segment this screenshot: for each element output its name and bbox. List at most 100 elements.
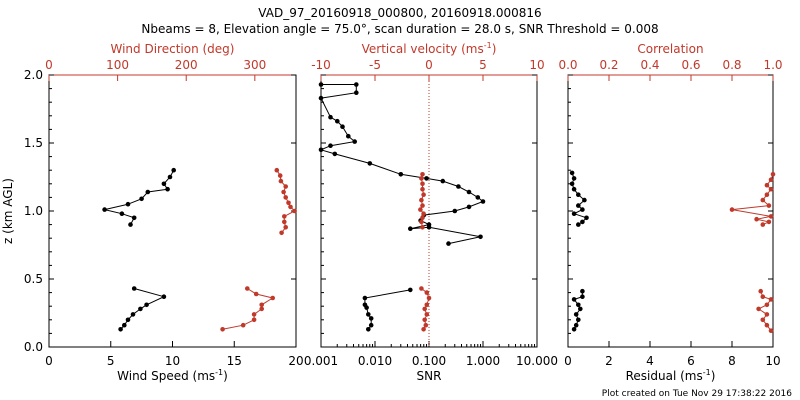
x-tick-label-top: 200 [175, 58, 198, 72]
data-point-snr [318, 95, 324, 101]
data-point-wind-speed [130, 312, 136, 317]
data-point-residual [571, 297, 577, 302]
x-tick-label-top: 0.4 [640, 58, 659, 72]
data-point-wind-speed [171, 167, 176, 173]
data-point-wind-direction [278, 178, 284, 184]
data-point-snr [440, 178, 446, 184]
data-point-correlation [729, 207, 735, 212]
data-point-snr [478, 234, 483, 240]
data-point-snr [328, 114, 333, 120]
series-line-wind-speed [104, 169, 175, 225]
x-tick-label-bottom: 10 [765, 354, 780, 368]
data-point-wind-direction [259, 306, 265, 312]
y-axis-label: z (km AGL) [1, 178, 15, 244]
y-tick-label: 1.0 [24, 204, 43, 218]
x-tick-label-bottom: 4 [646, 354, 654, 368]
x-axis-label-top: Wind Direction (deg) [111, 42, 235, 56]
data-point-snr [340, 124, 345, 129]
x-tick-label-bottom: 0 [45, 354, 53, 368]
data-point-snr [354, 82, 359, 87]
data-point-residual [580, 207, 585, 212]
data-point-correlation [764, 322, 770, 328]
data-point-residual [571, 327, 577, 332]
data-point-snr [446, 241, 451, 246]
x-tick-label-bottom: 6 [687, 354, 695, 368]
data-point-wind-speed [165, 186, 170, 192]
data-point-snr [367, 161, 373, 166]
x-tick-label-top: 0.0 [558, 58, 577, 72]
data-point-wind-speed [131, 286, 137, 291]
x-tick-label-bottom: 0.100 [412, 354, 446, 368]
data-point-wind-direction [283, 195, 289, 200]
data-point-wind-speed [118, 327, 123, 332]
data-point-wind-direction [253, 291, 259, 297]
data-point-residual [571, 211, 577, 216]
data-point-snr [456, 184, 461, 189]
data-point-vertical-velocity [419, 286, 424, 291]
x-tick-label-top: 300 [243, 58, 266, 72]
data-point-wind-speed [138, 306, 143, 312]
data-point-correlation [764, 312, 770, 317]
data-point-correlation [768, 186, 774, 192]
data-point-wind-speed [119, 211, 125, 216]
data-point-correlation [764, 302, 770, 308]
data-point-wind-speed [161, 181, 167, 187]
data-point-wind-direction [259, 302, 265, 308]
data-point-snr [398, 172, 404, 177]
data-point-residual [576, 302, 581, 308]
x-tick-label-top: -5 [369, 58, 381, 72]
x-tick-label-top: 1.0 [763, 58, 782, 72]
x-tick-label-bottom: 1.000 [466, 354, 500, 368]
data-point-snr [328, 143, 333, 148]
data-point-residual [569, 170, 575, 176]
data-point-vertical-velocity [422, 306, 428, 312]
figure-title-line1: VAD_97_20160918_000800, 20160918.000816 [258, 6, 541, 20]
data-point-snr [475, 195, 481, 200]
x-tick-label-top: 0.6 [681, 58, 700, 72]
data-point-vertical-velocity [420, 172, 425, 177]
panel-residual: 0 2 4 6 8 10 0.0 0.2 0.4 0.6 0.8 1.0 Residual (ms-1)… [558, 42, 782, 383]
data-point-snr [354, 90, 359, 95]
x-tick-label-bottom: 8 [728, 354, 736, 368]
data-point-residual [571, 186, 577, 192]
data-point-wind-speed [125, 317, 131, 323]
data-point-wind-direction [245, 286, 250, 291]
data-point-wind-direction [277, 173, 283, 178]
data-point-correlation [770, 172, 776, 177]
data-point-wind-direction [286, 200, 291, 206]
data-point-snr [362, 295, 368, 301]
data-point-vertical-velocity [420, 225, 425, 230]
data-point-snr [346, 133, 351, 139]
data-point-wind-direction [283, 184, 289, 189]
data-point-vertical-velocity [424, 290, 430, 295]
data-point-vertical-velocity [419, 197, 424, 203]
data-point-wind-speed [161, 294, 167, 300]
data-point-correlation [768, 328, 774, 334]
data-point-correlation [768, 297, 774, 302]
data-point-residual [576, 317, 581, 323]
y-tick-label: 2.0 [24, 68, 43, 82]
data-point-wind-speed [122, 322, 127, 328]
data-point-snr [366, 312, 371, 317]
data-point-correlation [766, 219, 772, 225]
data-point-vertical-velocity [420, 181, 425, 187]
data-point-wind-speed [125, 201, 131, 207]
data-point-vertical-velocity [421, 211, 426, 216]
data-point-residual [578, 306, 583, 312]
data-point-snr [362, 302, 368, 308]
data-point-wind-direction [251, 317, 257, 323]
data-point-correlation [760, 294, 766, 300]
data-point-vertical-velocity [419, 219, 424, 225]
x-tick-label-bottom: 0.001 [304, 354, 338, 368]
panel-snr: 0.001 0.010 0.100 1.000 10.000 -10 -5 0 5 10 SNR Ve… [304, 41, 558, 383]
data-point-residual [580, 219, 585, 225]
data-point-wind-direction [282, 214, 287, 219]
data-point-wind-speed [144, 302, 149, 308]
data-point-snr [332, 151, 338, 157]
data-point-correlation [764, 182, 770, 188]
data-point-correlation [760, 222, 766, 227]
data-point-snr [335, 118, 340, 124]
x-tick-label-top: -10 [311, 58, 331, 72]
data-point-wind-direction [292, 208, 297, 214]
